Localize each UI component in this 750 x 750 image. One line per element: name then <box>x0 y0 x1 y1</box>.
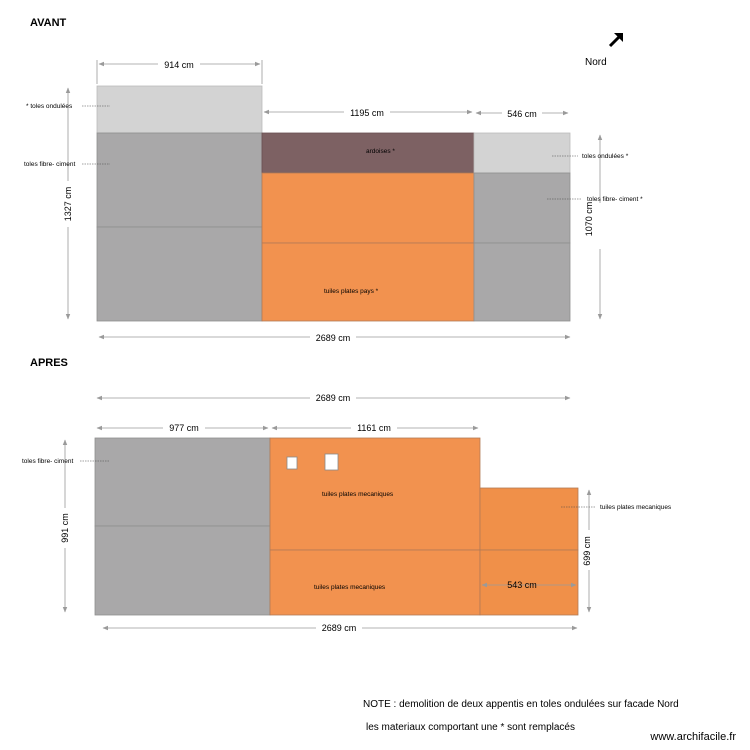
skylight-icon <box>324 453 339 471</box>
avant-label-ardoises: ardoises * <box>366 148 395 155</box>
avant-dim-bg <box>344 105 390 119</box>
north-label: Nord <box>585 57 607 68</box>
avant-dim-total: 2689 cm <box>316 333 351 343</box>
avant-middle-upper-area <box>261 172 475 244</box>
apres-dim-w1: 977 cm <box>169 423 199 433</box>
apres-left-lower-area <box>94 525 271 616</box>
skylight-icon <box>286 456 298 470</box>
apres-label-toles-fibre-left: toles fibre- ciment <box>22 458 73 465</box>
avant-dim-bg <box>593 203 607 249</box>
apres-label-tuiles-meca-bottom: tuiles plates mecaniques <box>314 584 386 591</box>
apres-right-lower-area <box>479 549 579 616</box>
apres-title: APRES <box>30 357 68 369</box>
apres-middle-lower-area <box>269 549 481 616</box>
avant-dim-bg <box>310 330 356 344</box>
apres-right-upper-area <box>479 487 579 551</box>
apres-dim-bg <box>163 421 205 435</box>
avant-dim-w3: 546 cm <box>507 109 537 119</box>
avant-left-lower-area <box>96 226 263 322</box>
avant-title: AVANT <box>30 17 67 29</box>
avant-dim-h-left: 1327 cm <box>63 187 73 222</box>
avant-dim-bg <box>502 106 542 120</box>
north-arrow-icon <box>608 33 623 48</box>
avant-dim-bg <box>61 181 75 227</box>
avant-label-toles-ondulees-right: toles ondulées * <box>582 153 629 160</box>
watermark: www.archifacile.fr <box>649 731 736 743</box>
apres-dim-w2: 1161 cm <box>357 423 391 433</box>
apres-dim-bg <box>310 391 356 405</box>
avant-left-toles-ondulees-area <box>96 85 263 134</box>
apres-dim-bg <box>351 421 397 435</box>
apres-dim-bg <box>316 621 362 635</box>
apres-dim-w3: 543 cm <box>507 580 537 590</box>
apres-middle-upper-area <box>269 437 481 551</box>
avant-right-toles-ondulees-area <box>473 132 571 174</box>
avant-label-tuiles-plates-pays: tuiles plates pays * <box>324 288 379 295</box>
note-line-2: les materiaux comportant une * sont remp… <box>366 722 575 733</box>
avant-label-toles-ondulees-left: * toles ondulées <box>26 103 73 110</box>
note-line-1: NOTE : demolition de deux appentis en to… <box>363 699 679 710</box>
avant-tuiles-plates-area <box>261 242 475 322</box>
avant-ardoises-area <box>261 132 475 174</box>
avant-label-toles-fibre-right: toles fibre- ciment * <box>587 196 643 203</box>
apres-dim-bg <box>58 508 72 548</box>
apres-dim-h-right: 699 cm <box>582 536 592 566</box>
avant-dim-bg <box>158 57 200 71</box>
avant-dim-h-right: 1070 cm <box>584 202 594 237</box>
avant-dim-w1: 914 cm <box>164 60 194 70</box>
apres-dim-total-bottom: 2689 cm <box>322 623 357 633</box>
apres-dim-h-left: 991 cm <box>60 513 70 543</box>
apres-label-tuiles-meca-right: tuiles plates mecaniques <box>600 504 672 511</box>
avant-right-lower-area <box>473 242 571 322</box>
avant-right-upper-area <box>473 172 571 244</box>
apres-dim-total-top: 2689 cm <box>316 393 351 403</box>
apres-dim-bg <box>582 530 596 570</box>
apres-label-tuiles-meca-top: tuiles plates mecaniques <box>322 491 394 498</box>
apres-left-upper-area <box>94 437 271 527</box>
avant-dim-w2: 1195 cm <box>350 108 384 118</box>
avant-left-upper-area <box>96 132 263 228</box>
avant-label-toles-fibre-left: toles fibre- ciment <box>24 161 75 168</box>
